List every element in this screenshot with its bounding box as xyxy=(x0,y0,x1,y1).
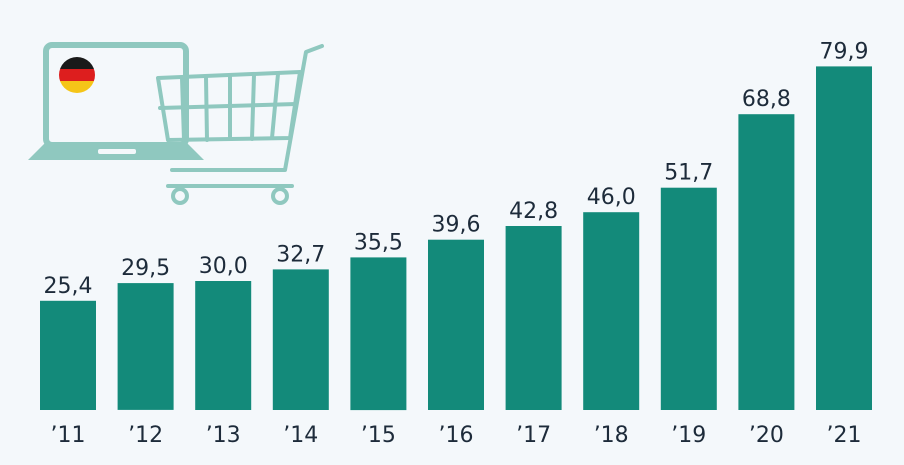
value-label-1: 29,5 xyxy=(121,256,170,281)
bar-9 xyxy=(738,114,795,410)
x-tick-label-10: ’21 xyxy=(827,423,862,448)
value-label-10: 79,9 xyxy=(820,39,869,64)
bar-3 xyxy=(272,269,329,410)
bar-4 xyxy=(350,257,407,411)
x-tick-label-0: ’11 xyxy=(51,423,86,448)
bar-1 xyxy=(117,283,174,410)
bar-2 xyxy=(195,281,252,410)
value-label-4: 35,5 xyxy=(354,230,403,255)
value-label-9: 68,8 xyxy=(742,87,791,112)
value-label-3: 32,7 xyxy=(276,242,325,267)
value-label-7: 46,0 xyxy=(587,185,636,210)
value-label-5: 39,6 xyxy=(432,213,481,238)
bar-6 xyxy=(505,226,562,410)
x-tick-label-7: ’18 xyxy=(594,423,629,448)
bar-0 xyxy=(40,300,96,410)
x-tick-label-9: ’20 xyxy=(749,423,784,448)
x-tick-label-5: ’16 xyxy=(439,423,474,448)
germany-flag-icon xyxy=(59,57,95,93)
x-tick-label-6: ’17 xyxy=(516,423,551,448)
value-label-0: 25,4 xyxy=(44,274,93,299)
value-label-8: 51,7 xyxy=(664,161,713,186)
bar-7 xyxy=(583,212,640,410)
laptop-icon xyxy=(28,42,204,160)
bar-8 xyxy=(660,187,717,410)
x-tick-label-1: ’12 xyxy=(128,423,163,448)
x-tick-label-3: ’14 xyxy=(283,423,318,448)
x-tick-label-8: ’19 xyxy=(671,423,706,448)
value-label-2: 30,0 xyxy=(199,254,248,279)
bar-5 xyxy=(428,239,484,410)
shopping-cart-icon xyxy=(156,44,324,205)
bar-10 xyxy=(816,66,872,411)
x-tick-label-4: ’15 xyxy=(361,423,396,448)
value-label-6: 42,8 xyxy=(509,199,558,224)
x-tick-label-2: ’13 xyxy=(206,423,241,448)
